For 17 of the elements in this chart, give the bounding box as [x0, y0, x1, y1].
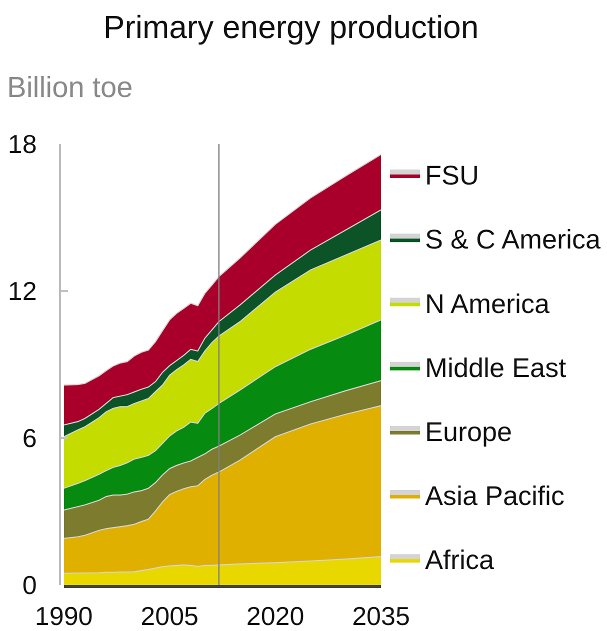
x-tick-label: 2035	[352, 601, 410, 631]
y-tick-label: 6	[22, 423, 37, 454]
legend-label: Middle East	[425, 352, 567, 383]
y-tick-label: 0	[22, 570, 37, 600]
legend-label: Asia Pacific	[425, 481, 565, 512]
legend-label: Africa	[425, 545, 495, 576]
y-tick-label: 18	[8, 129, 37, 160]
y-tick-label: 12	[8, 276, 37, 306]
x-tick-label: 1990	[34, 601, 93, 631]
y-axis-title: Billion toe	[7, 72, 133, 104]
x-tick-label: 2020	[246, 601, 304, 631]
legend-label: S & C America	[425, 224, 602, 255]
legend-label: Europe	[425, 416, 512, 447]
legend-label: FSU	[425, 160, 479, 191]
x-tick-label: 2005	[140, 601, 198, 631]
legend-label: N America	[425, 288, 551, 319]
chart-title: Primary energy production	[103, 9, 479, 46]
